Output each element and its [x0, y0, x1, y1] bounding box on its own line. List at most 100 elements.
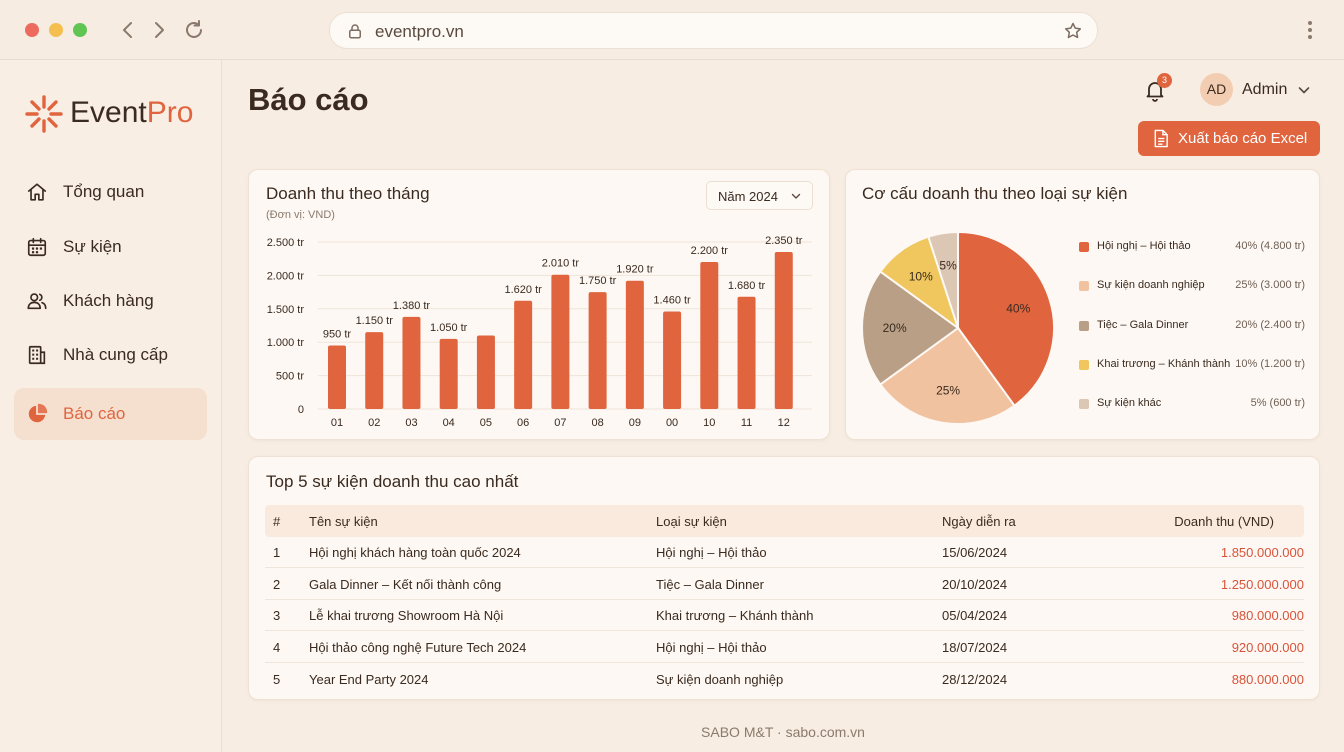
- legend-item: Sự kiện doanh nghiệp 25% (3.000 tr): [1079, 278, 1305, 294]
- browser-toolbar: eventpro.vn: [0, 0, 1344, 60]
- legend-swatch: [1079, 399, 1089, 410]
- legend-label: Tiệc – Gala Dinner: [1097, 318, 1189, 331]
- page-title: Báo cáo: [248, 82, 369, 117]
- legend-item: Sự kiện khác 5% (600 tr): [1079, 396, 1305, 412]
- avatar[interactable]: AD: [1200, 73, 1233, 106]
- legend-swatch: [1079, 359, 1089, 370]
- notification-badge: 3: [1157, 73, 1172, 88]
- cell-date: 18/07/2024: [942, 640, 1008, 656]
- cell-rank: 1: [273, 545, 281, 560]
- sidebar-item-label: Nhà cung cấp: [63, 345, 168, 364]
- column-header-date: Ngày diễn ra: [942, 514, 1016, 529]
- legend-label: Sự kiện doanh nghiệp: [1097, 279, 1205, 292]
- table-row[interactable]: 5 Year End Party 2024 Sự kiện doanh nghiệp…: [265, 664, 1304, 695]
- legend-item: Khai trương – Khánh thành 10% (1.200 tr): [1079, 357, 1305, 373]
- cell-rank: 2: [273, 576, 281, 592]
- close-window-button[interactable]: [25, 23, 39, 37]
- column-header-event-name: Tên sự kiện: [309, 514, 378, 529]
- year-select[interactable]: Năm 2024: [706, 181, 813, 210]
- calendar-icon: [27, 237, 47, 257]
- cell-date: 28/12/2024: [942, 671, 1008, 687]
- sidebar: EventPro Tổng quan Sự kiện Khách hàng Nh…: [0, 60, 222, 752]
- legend-swatch: [1079, 242, 1089, 252]
- sidebar-item-label: Khách hàng: [63, 291, 154, 310]
- year-select-value: Năm 2024: [718, 189, 778, 204]
- top-events-card: [248, 456, 1320, 700]
- legend-swatch: [1079, 320, 1089, 331]
- chevron-down-icon[interactable]: [1296, 82, 1312, 98]
- cell-event-type: Hội nghị – Hội thảo: [656, 640, 767, 656]
- forward-icon[interactable]: [147, 18, 171, 42]
- url-text[interactable]: eventpro.vn: [375, 22, 464, 41]
- sidebar-item-label: Sự kiện: [63, 237, 122, 256]
- cell-date: 15/06/2024: [942, 545, 1008, 560]
- table-header: # Tên sự kiện Loại sự kiện Ngày diễn ra …: [265, 505, 1304, 537]
- browser-menu-icon[interactable]: [1300, 18, 1320, 42]
- sidebar-item-customers[interactable]: Khách hàng: [14, 275, 207, 327]
- pie-chart-icon: [28, 403, 48, 423]
- legend-item: Hội nghị – Hội thảo 40% (4.800 tr): [1079, 239, 1305, 255]
- revenue-chart-title: Doanh thu theo tháng: [266, 184, 430, 203]
- export-excel-button[interactable]: Xuất báo cáo Excel: [1138, 121, 1320, 156]
- cell-revenue: 880.000.000: [1231, 671, 1304, 687]
- legend-label: Sự kiện khác: [1097, 397, 1162, 410]
- sidebar-item-overview[interactable]: Tổng quan: [14, 166, 207, 218]
- revenue-chart-unit: (Đơn vị: VND): [266, 209, 335, 221]
- cell-date: 05/04/2024: [942, 608, 1008, 624]
- cell-revenue: 1.850.000.000: [1220, 545, 1304, 560]
- legend-label: Hội nghị – Hội thảo: [1097, 240, 1191, 252]
- back-icon[interactable]: [116, 18, 140, 42]
- maximize-window-button[interactable]: [73, 23, 87, 37]
- logo-text: EventPro: [70, 96, 194, 129]
- legend-value: 5% (600 tr): [1250, 397, 1305, 410]
- legend-value: 20% (2.400 tr): [1235, 318, 1305, 331]
- home-icon: [27, 183, 47, 201]
- legend-item: Tiệc – Gala Dinner 20% (2.400 tr): [1079, 318, 1305, 334]
- chevron-down-icon: [791, 193, 801, 199]
- sidebar-item-reports[interactable]: Báo cáo: [14, 388, 207, 440]
- legend-swatch: [1079, 281, 1089, 292]
- cell-rank: 3: [273, 608, 281, 624]
- cell-event-type: Sự kiện doanh nghiệp: [656, 671, 784, 687]
- cell-revenue: 920.000.000: [1231, 640, 1304, 656]
- table-row[interactable]: 1 Hội nghị khách hàng toàn quốc 2024 Hội n…: [265, 537, 1304, 568]
- cell-event-name: Year End Party 2024: [309, 671, 429, 687]
- building-icon: [28, 345, 46, 365]
- legend-label: Khai trương – Khánh thành: [1097, 357, 1231, 370]
- cell-event-type: Hội nghị – Hội thảo: [656, 545, 767, 560]
- lock-icon: [349, 24, 361, 39]
- sidebar-item-events[interactable]: Sự kiện: [14, 221, 207, 273]
- minimize-window-button[interactable]: [49, 23, 63, 37]
- legend-value: 40% (4.800 tr): [1235, 240, 1305, 252]
- cell-rank: 4: [273, 640, 281, 656]
- address-bar[interactable]: eventpro.vn: [329, 12, 1098, 49]
- bookmark-star-icon[interactable]: [1063, 21, 1083, 41]
- document-icon: [1154, 129, 1168, 148]
- cell-event-name: Gala Dinner – Kết nối thành công: [309, 576, 502, 592]
- revenue-mix-title: Cơ cấu doanh thu theo loại sự kiện: [862, 184, 1128, 203]
- table-row[interactable]: 2 Gala Dinner – Kết nối thành công Tiệc – …: [265, 569, 1304, 600]
- table-row[interactable]: 4 Hội thảo công nghệ Future Tech 2024 Hội …: [265, 632, 1304, 664]
- cell-revenue: 980.000.000: [1231, 608, 1304, 624]
- cell-revenue: 1.250.000.000: [1220, 576, 1304, 592]
- cell-event-name: Hội thảo công nghệ Future Tech 2024: [309, 640, 527, 656]
- column-header-event-type: Loại sự kiện: [656, 514, 727, 529]
- user-name[interactable]: Admin: [1242, 81, 1288, 98]
- column-header-rank: #: [273, 514, 281, 529]
- legend-value: 25% (3.000 tr): [1235, 279, 1305, 292]
- logo-burst-icon: [25, 95, 63, 133]
- footer-text: SABO M&T · sabo.com.vn: [701, 724, 865, 740]
- table-row[interactable]: 3 Lễ khai trương Showroom Hà Nội Khai trươ…: [265, 600, 1304, 632]
- sidebar-item-suppliers[interactable]: Nhà cung cấp: [14, 329, 207, 381]
- sidebar-item-label: Báo cáo: [63, 404, 126, 423]
- top-events-title: Top 5 sự kiện doanh thu cao nhất: [266, 472, 519, 491]
- reload-icon[interactable]: [182, 18, 206, 42]
- export-button-label: Xuất báo cáo Excel: [1178, 130, 1308, 147]
- cell-date: 20/10/2024: [942, 576, 1008, 592]
- sidebar-item-label: Tổng quan: [63, 182, 145, 201]
- users-icon: [27, 293, 47, 310]
- cell-event-name: Hội nghị khách hàng toàn quốc 2024: [309, 545, 521, 560]
- cell-event-type: Tiệc – Gala Dinner: [656, 576, 764, 592]
- legend-value: 10% (1.200 tr): [1235, 357, 1305, 370]
- cell-event-type: Khai trương – Khánh thành: [656, 608, 814, 624]
